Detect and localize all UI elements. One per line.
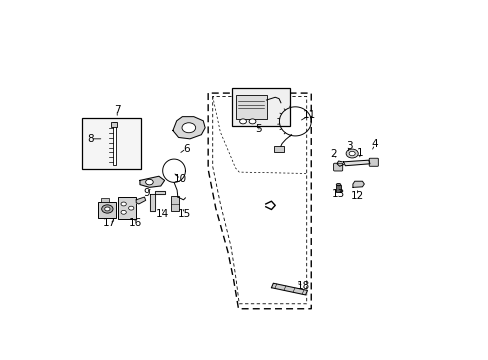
Text: 1: 1 bbox=[356, 148, 363, 158]
Text: 7: 7 bbox=[114, 105, 120, 115]
Bar bbox=[82, 118, 141, 169]
Circle shape bbox=[104, 207, 110, 211]
Circle shape bbox=[182, 123, 195, 133]
Bar bbox=[118, 197, 136, 219]
Text: 12: 12 bbox=[350, 191, 364, 201]
Polygon shape bbox=[140, 176, 164, 187]
Text: 15: 15 bbox=[177, 209, 190, 219]
Text: 10: 10 bbox=[174, 174, 187, 184]
Text: 16: 16 bbox=[128, 219, 142, 228]
Circle shape bbox=[121, 210, 126, 214]
Polygon shape bbox=[136, 197, 145, 204]
Text: 6: 6 bbox=[183, 144, 189, 153]
Bar bbox=[231, 87, 290, 126]
Text: 18: 18 bbox=[296, 281, 310, 291]
Text: 5: 5 bbox=[255, 124, 262, 134]
Bar bbox=[101, 198, 109, 202]
Circle shape bbox=[145, 179, 153, 185]
Polygon shape bbox=[343, 160, 369, 166]
Bar bbox=[336, 185, 340, 192]
Bar bbox=[113, 122, 116, 165]
Text: 13: 13 bbox=[331, 189, 345, 199]
Bar bbox=[111, 122, 117, 127]
Bar bbox=[171, 195, 178, 211]
Circle shape bbox=[346, 149, 358, 158]
Circle shape bbox=[248, 119, 255, 124]
Text: 8: 8 bbox=[87, 134, 94, 144]
FancyBboxPatch shape bbox=[368, 158, 378, 166]
Ellipse shape bbox=[336, 184, 340, 186]
Bar bbox=[274, 146, 284, 152]
Text: 2: 2 bbox=[330, 149, 337, 159]
Circle shape bbox=[121, 202, 126, 206]
Text: 3: 3 bbox=[345, 141, 352, 151]
Bar bbox=[236, 95, 266, 118]
Circle shape bbox=[102, 205, 113, 213]
Polygon shape bbox=[150, 191, 165, 211]
Circle shape bbox=[348, 151, 354, 156]
Bar bbox=[98, 202, 116, 218]
Polygon shape bbox=[352, 181, 364, 187]
Text: 17: 17 bbox=[103, 219, 116, 228]
Text: 4: 4 bbox=[371, 139, 377, 149]
Circle shape bbox=[128, 206, 134, 210]
FancyBboxPatch shape bbox=[333, 163, 342, 171]
Polygon shape bbox=[173, 117, 205, 139]
Circle shape bbox=[239, 119, 246, 124]
Text: 11: 11 bbox=[302, 110, 315, 120]
Text: 14: 14 bbox=[156, 209, 169, 219]
Polygon shape bbox=[271, 283, 307, 295]
Text: 9: 9 bbox=[143, 188, 149, 198]
